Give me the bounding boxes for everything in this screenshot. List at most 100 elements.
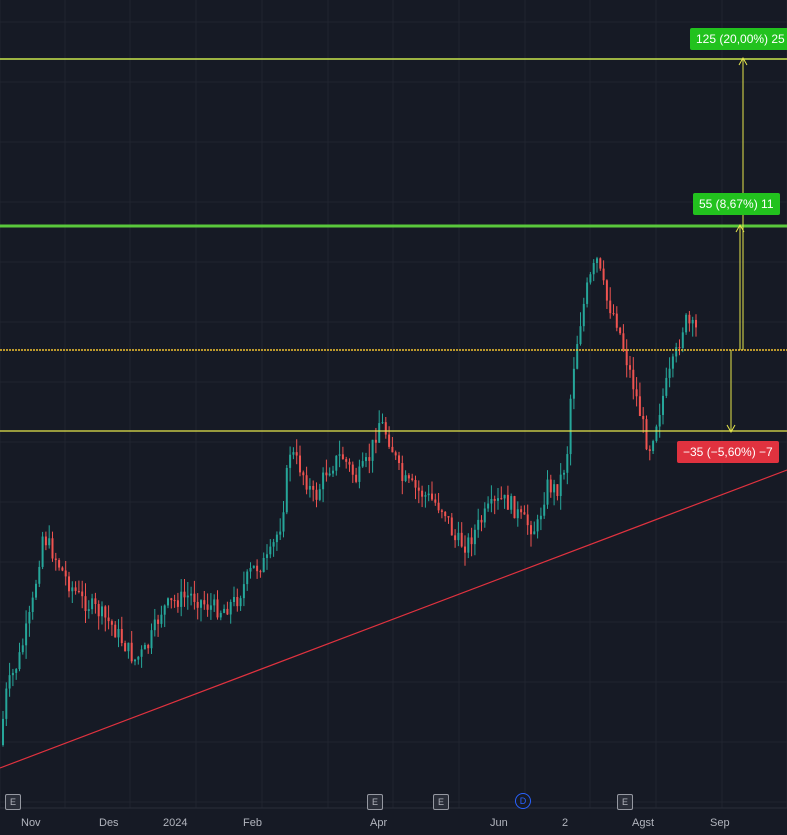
candle-body [84,596,87,611]
candle-body [134,659,136,662]
candle-body [404,475,407,481]
candle-body [645,419,648,450]
candle-body [233,596,235,603]
candle-body [447,516,450,518]
candle-body [464,546,466,553]
candle-body [64,570,67,577]
candle-body [2,718,4,745]
candle-body [553,484,556,493]
candle-body [223,608,226,613]
candle-body [384,422,387,435]
candle-body [460,532,463,547]
candle-body [526,514,529,526]
earnings-marker[interactable]: E [617,794,633,810]
candle-body [130,642,133,662]
candle-body [579,326,582,345]
candle-body [35,583,37,598]
candle-body [450,517,453,536]
earnings-marker[interactable]: E [433,794,449,810]
candle-body [417,487,420,491]
candle-body [41,536,44,567]
candle-body [219,612,222,618]
candle-body [480,519,483,523]
candle-body [506,494,509,510]
candle-body [21,645,24,653]
candle-body [94,598,97,605]
dividend-marker[interactable]: D [515,793,531,809]
candle-body [586,282,589,304]
candle-body [348,461,351,465]
candle-body [272,542,275,547]
candle-body [157,619,160,624]
candle-body [209,605,212,610]
candle-body [371,439,374,461]
candle-body [622,333,625,350]
candle-body [411,478,414,481]
candle-body [374,439,377,443]
candle-body [695,319,697,328]
candle-body [510,496,513,510]
candle-body [226,608,229,615]
candle-body [269,546,272,555]
candle-body [596,258,598,264]
candle-body [196,601,199,608]
candle-body [203,600,206,605]
candle-body [665,377,668,396]
candle-body [338,454,341,456]
candle-body [497,498,499,501]
candle-body [242,584,245,599]
candle-body [77,590,80,592]
candle-body [503,494,506,499]
candle-body [407,475,410,479]
candle-body [605,280,608,301]
candle-body [114,624,117,638]
candle-body [625,349,628,366]
candle-body [424,495,427,497]
candle-body [213,599,216,606]
candle-body [328,473,331,476]
earnings-marker[interactable]: E [367,794,383,810]
candle-body [427,493,430,496]
candle-body [539,515,542,520]
candle-body [546,479,549,505]
candle-body [609,300,612,314]
earnings-marker[interactable]: E [5,794,21,810]
candle-body [421,490,424,497]
candle-body [401,463,404,481]
candle-body [101,606,103,617]
candle-body [688,314,691,324]
candle-body [61,567,64,571]
candle-body [431,493,433,500]
candle-body [150,630,153,649]
candle-body [487,503,490,509]
candle-body [444,511,447,517]
candle-body [559,474,562,496]
candle-body [335,455,338,471]
candle-body [71,587,74,592]
candle-body [691,319,694,324]
candle-body [308,485,311,490]
candle-body [414,480,417,488]
candle-body [143,644,146,650]
candle-body [110,621,113,625]
candle-body [176,600,179,607]
candle-body [18,652,21,670]
candle-body [572,368,575,399]
candle-body [599,258,602,269]
candle-body [629,365,631,370]
candle-body [341,454,344,460]
candle-body [325,472,328,476]
candle-body [193,593,196,602]
candle-body [266,554,268,558]
arrowhead [735,223,745,233]
candle-body [368,457,371,461]
candle-body [28,612,31,624]
candle-body [186,595,189,598]
candle-body [147,644,150,649]
candle-body [299,455,301,473]
candle-body [658,414,661,427]
candle-body [190,593,193,596]
candle-body [358,466,361,482]
candle-body [483,508,486,523]
